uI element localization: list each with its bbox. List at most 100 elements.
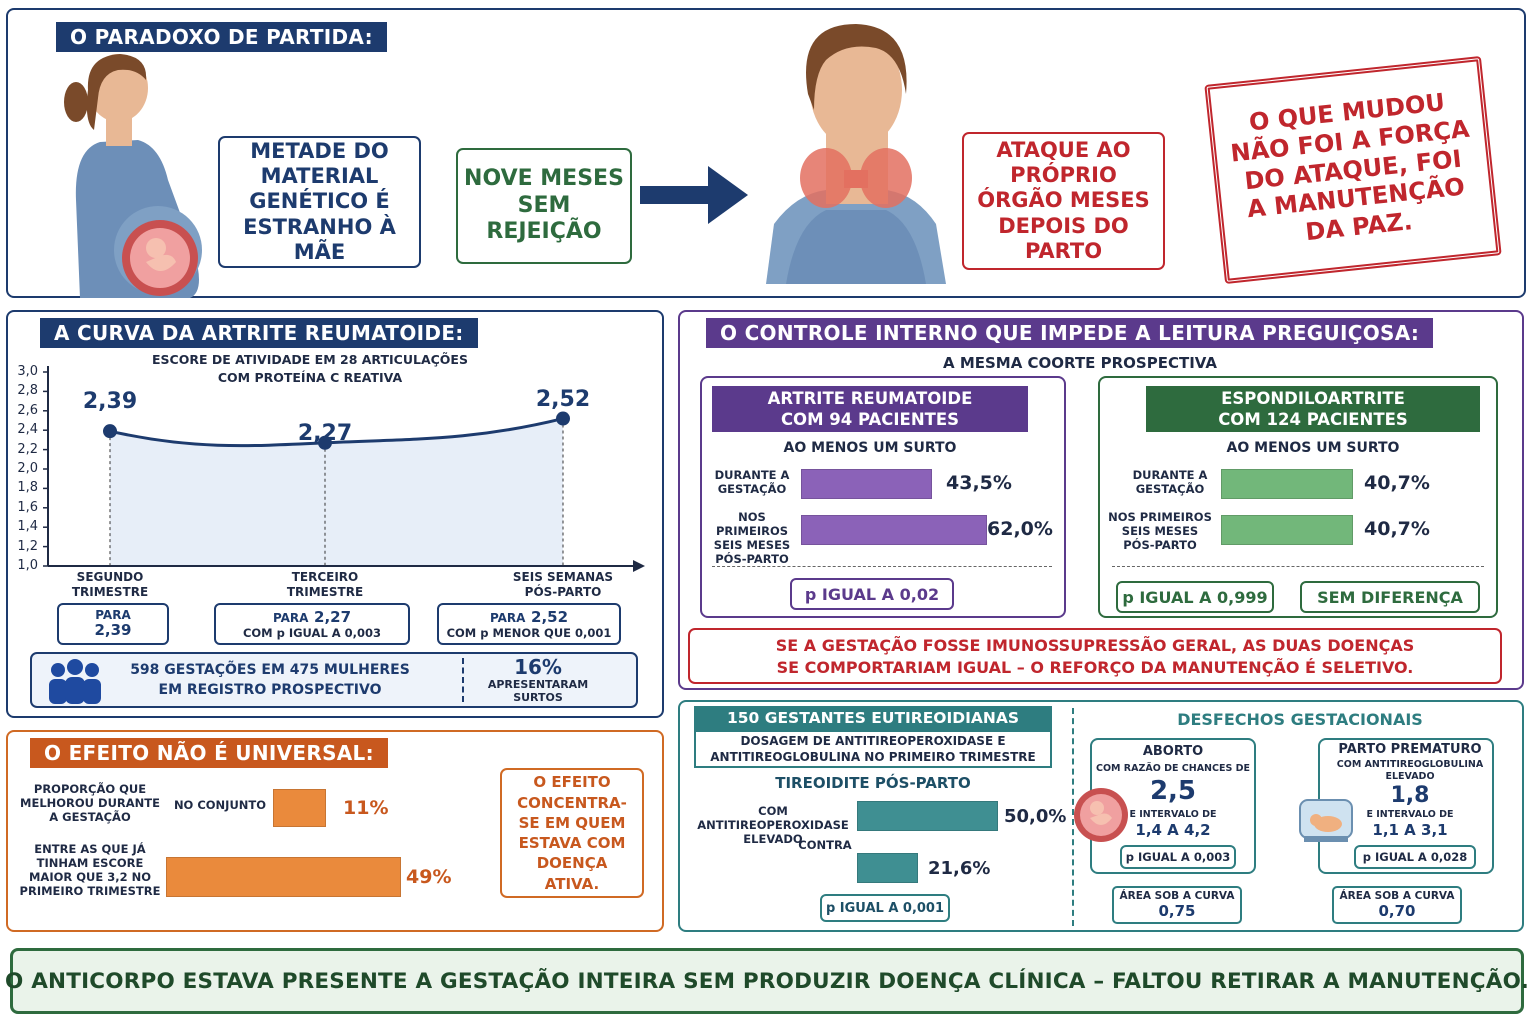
label-line: NOS PRIMEIROS [1108,510,1212,524]
genetic-text: METADE DO MATERIAL GENÉTICO É ESTRANHO À… [243,139,396,264]
abortion-or: 2,5 [1149,776,1197,806]
esp-bar-pregnancy [1221,469,1354,499]
para-value-1: 2,39 [94,621,132,640]
effect-note: O EFEITO CONCENTRA-SE EM QUEM ESTAVA COM… [517,773,627,893]
thyroid-woman-illustration [766,24,946,284]
data-label: 2,52 [536,387,590,412]
label-line: COM ANTITIREOPEROXIDASE [697,804,849,833]
ar-header-line-2: COM 94 PACIENTES [780,410,960,429]
pct-value: 16% [514,655,562,679]
preterm-p: p IGUAL A 0,028 [1362,850,1468,864]
control-panel [678,310,1524,690]
arrow-right-icon [640,166,748,224]
y-tick-label: 1,6 [17,499,38,515]
esp-group [1098,376,1498,618]
pct-note-1: APRESENTARAM [487,678,589,691]
para-value-3: 2,52 [531,608,569,627]
label-line: PÓS-PARTO [1123,538,1197,553]
registry-divider [462,658,464,702]
footer-box: O ANTICORPO ESTAVA PRESENTE A GESTAÇÃO I… [5,948,1529,1014]
y-tick-label: 3,0 [17,364,38,379]
data-label: 2,27 [298,421,352,446]
tp-row1-label: COM ANTITIREOPEROXIDASE ELEVADO [690,804,856,846]
label-line: TINHAM ESCORE [36,856,144,871]
label-line: PÓS-PARTO [715,552,789,567]
data-point [318,435,332,450]
esp-no-diff-box: SEM DIFERENÇA [1300,581,1480,613]
attack-box: ATAQUE AO PRÓPRIO ÓRGÃO MESES DEPOIS DO … [962,132,1165,270]
tp-bar-normal [857,853,918,883]
esp-row2-label: NOS PRIMEIROS SEIS MESES PÓS-PARTO [1108,510,1212,552]
label-line: SEIS MESES [713,538,791,553]
control-subtitle: A MESMA COORTE PROSPECTIVA [942,354,1217,372]
preterm-or: 1,8 [1390,783,1430,808]
label-line: A GESTAÇÃO [49,810,131,825]
para-note-2: COM p IGUAL A 0,003 [242,625,382,640]
label-line: NOS PRIMEIROS [715,510,789,539]
selectivity-warning: SE A GESTAÇÃO FOSSE IMUNOSSUPRESSÃO GERA… [688,628,1502,684]
tp-contra: CONTRA [798,838,852,852]
preterm-auc-box: ÁREA SOB A CURVA 0,70 [1332,886,1462,924]
abortion-auc-box: ÁREA SOB A CURVA 0,75 [1112,886,1242,924]
warning-line-1: SE A GESTAÇÃO FOSSE IMUNOSSUPRESSÃO GERA… [775,636,1415,655]
abortion-ic-label: E INTERVALO DE [1129,809,1217,820]
esp-p-box: p IGUAL A 0,999 [1116,581,1274,613]
ar-row1-label: DURANTE A GESTAÇÃO [706,468,798,496]
label-line: MAIOR QUE 3,2 NO [28,870,151,885]
thyroid-divider [1072,708,1074,926]
embryo-icon [1074,788,1128,842]
esp-header: ESPONDILOARTRITE COM 124 PACIENTES [1146,386,1480,432]
ar-value-1: 43,5% [946,472,1012,494]
effect-bar-overall [273,789,326,827]
abortion-sub: COM RAZÃO DE CHANCES DE [1096,763,1250,774]
ar-group [700,376,1066,618]
para-box-2: PARA 2,27 COM p IGUAL A 0,003 [214,603,410,645]
ar-bar-postpartum [801,515,987,545]
y-tick-label: 2,6 [17,402,38,418]
abortion-title: ABORTO [1142,744,1204,759]
preterm-sub-1: COM ANTITIREOGLOBULINA [1336,759,1484,770]
stamp: O QUE MUDOU NÃO FOI A FORÇA DO ATAQUE, F… [1204,56,1502,284]
label-line: ELEVADO [743,832,803,847]
registry-line-2: EM REGISTRO PROSPECTIVO [158,682,382,698]
warning-line-2: SE COMPORTARIAM IGUAL – O REFORÇO DA MAN… [776,658,1414,677]
label-line: PROPORÇÃO QUE [33,782,147,796]
y-tick-label: 1,4 [17,519,38,535]
tp-title: TIREOIDITE PÓS-PARTO [775,774,971,792]
ar-header: ARTRITE REUMATOIDE COM 94 PACIENTES [712,386,1028,432]
data-label: 2,39 [83,389,137,414]
auc-value: 0,70 [1378,901,1416,920]
effect-bar-active [166,857,402,897]
y-tick-label: 1,2 [17,538,38,554]
esp-p-value: p IGUAL A 0,999 [1122,587,1268,607]
area-fill [110,418,563,566]
auc-label: ÁREA SOB A CURVA [1119,890,1235,902]
attack-text: ATAQUE AO PRÓPRIO ÓRGÃO MESES DEPOIS DO … [977,138,1150,263]
ar-p-box: p IGUAL A 0,02 [790,578,954,610]
registry-box [30,652,638,708]
chart-subtitle-1: ESCORE DE ATIVIDADE EM 28 ARTICULAÇÕES [152,352,468,367]
stamp-text: O QUE MUDOU NÃO FOI A FORÇA DO ATAQUE, F… [1229,88,1471,247]
esp-bar-postpartum [1221,515,1354,545]
label-line: GESTAÇÃO [1135,482,1205,497]
x-tick-label: TERCEIRO TRIMESTRE [286,570,364,599]
y-tick-label: 2,0 [17,461,38,476]
paradox-title: O PARADOXO DE PARTIDA: [56,22,387,52]
ar-row2-label: NOS PRIMEIROS SEIS MESES PÓS-PARTO [702,510,802,566]
esp-header-line-2: COM 124 PACIENTES [1218,410,1408,429]
preterm-title: PARTO PREMATURO [1338,742,1482,757]
effect-note-box: O EFEITO CONCENTRA-SE EM QUEM ESTAVA COM… [500,768,644,898]
esp-divider [1112,566,1484,567]
tp-bar-elevated [857,801,998,831]
ar-bar-pregnancy [801,469,932,499]
sub-line-1: DOSAGEM DE ANTITIREOPEROXIDASE E [740,734,1006,748]
label-line: GESTAÇÃO [717,482,787,497]
auc-value: 0,75 [1158,901,1196,920]
para-value-2: 2,27 [314,608,352,627]
effect-row1-sub: NO CONJUNTO [173,798,267,812]
esp-value-2: 40,7% [1364,518,1430,540]
y-tick-label: 1,8 [17,480,38,496]
ar-p-value: p IGUAL A 0,02 [804,584,940,604]
x-tick-label: SEIS SEMANAS PÓS-PARTO [512,570,614,599]
label-line: SEIS MESES [1121,524,1199,539]
